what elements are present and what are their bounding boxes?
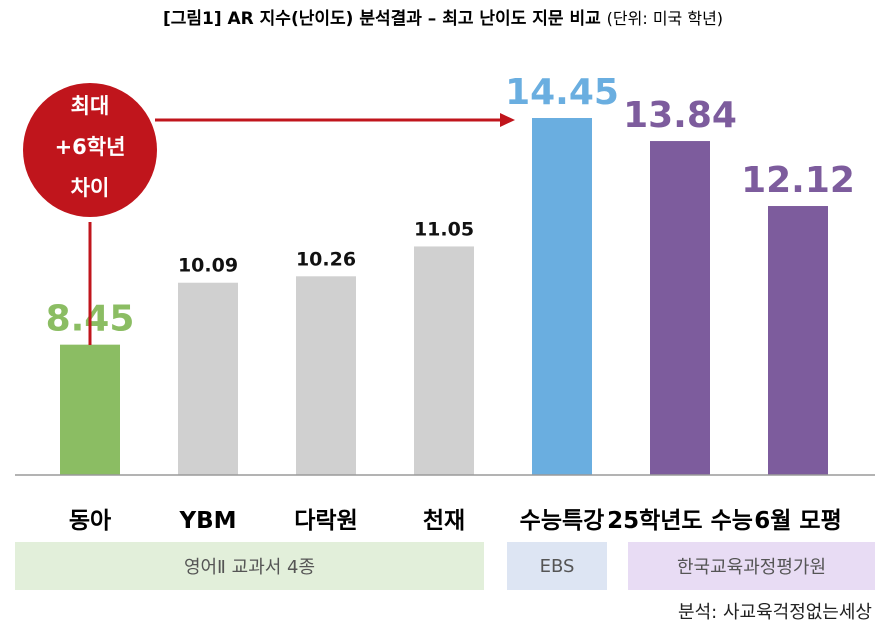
value-label-4: 14.45: [505, 72, 619, 113]
category-label-5: 25학년도 수능: [607, 508, 753, 534]
group-kice-label: 한국교육과정평가원: [676, 557, 827, 578]
chart-title: [그림1] AR 지수(난이도) 분석결과 – 최고 난이도 지문 비교 (단위…: [0, 4, 886, 29]
title-main: [그림1] AR 지수(난이도) 분석결과 – 최고 난이도 지문 비교: [162, 9, 601, 29]
bar-1: [178, 282, 238, 475]
callout-line2: +6학년: [55, 135, 126, 159]
title-unit: (단위: 미국 학년): [606, 9, 724, 28]
value-label-5: 13.84: [623, 95, 737, 136]
category-labels-layer: 동아 YBM 다락원 천재 수능특강 25학년도 수능 6월 모평: [69, 508, 842, 534]
bar-2: [296, 276, 356, 475]
category-label-4: 수능특강: [520, 508, 605, 534]
bar-6: [768, 206, 828, 475]
group-ebs: EBS: [507, 542, 607, 590]
value-label-3: 11.05: [414, 218, 474, 240]
value-label-1: 10.09: [178, 255, 238, 277]
callout-line3: 차이: [71, 176, 110, 200]
group-kice: 한국교육과정평가원: [628, 542, 875, 590]
value-label-6: 12.12: [741, 160, 855, 201]
group-textbooks: 영어Ⅱ 교과서 4종: [15, 542, 484, 590]
category-label-3: 천재: [423, 508, 465, 534]
bar-0: [60, 344, 120, 475]
category-label-0: 동아: [69, 508, 111, 534]
source-note: 분석: 사교육걱정없는세상: [678, 602, 872, 623]
group-textbooks-label: 영어Ⅱ 교과서 4종: [183, 557, 316, 578]
category-label-2: 다락원: [294, 508, 357, 534]
callout-arrow: [88, 113, 515, 345]
bar-3: [414, 246, 474, 475]
callout-line1: 최대: [71, 94, 110, 118]
group-ebs-label: EBS: [539, 555, 575, 577]
category-label-1: YBM: [178, 508, 236, 534]
bar-5: [650, 141, 710, 476]
bars-layer: [60, 118, 828, 476]
callout-circle: 최대 +6학년 차이: [23, 83, 157, 217]
value-label-2: 10.26: [296, 248, 356, 270]
bar-4: [532, 118, 592, 475]
category-label-6: 6월 모평: [754, 508, 842, 534]
